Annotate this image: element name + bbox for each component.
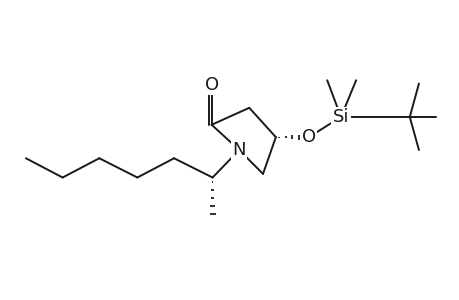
Text: O: O [301, 128, 315, 146]
Text: O: O [204, 76, 218, 94]
Text: N: N [232, 141, 246, 159]
Text: Si: Si [332, 108, 348, 126]
